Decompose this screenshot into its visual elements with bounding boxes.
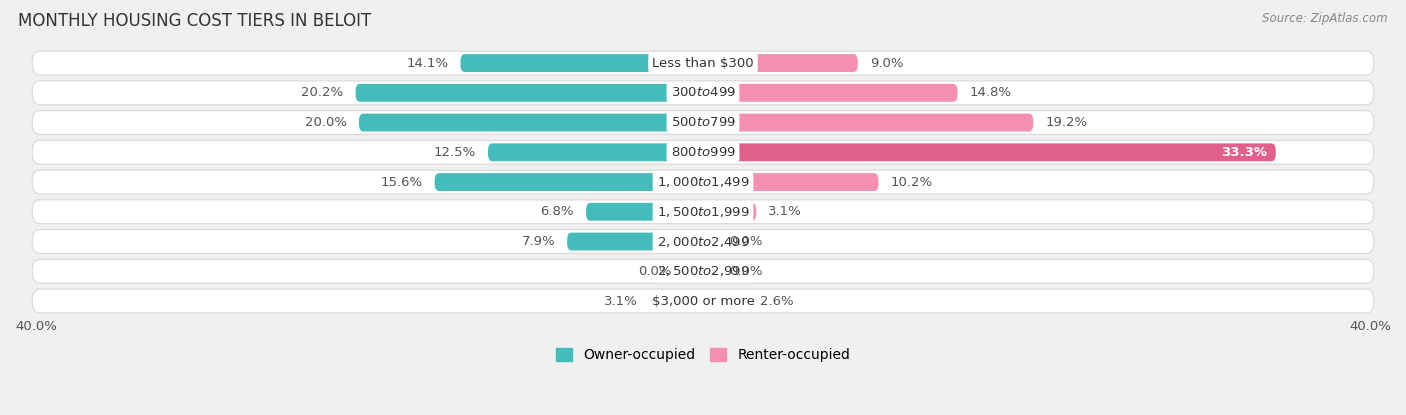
FancyBboxPatch shape (488, 143, 703, 161)
Text: 3.1%: 3.1% (768, 205, 801, 218)
Text: Less than $300: Less than $300 (652, 56, 754, 70)
Text: $800 to $999: $800 to $999 (671, 146, 735, 159)
FancyBboxPatch shape (567, 233, 703, 251)
Text: 9.0%: 9.0% (870, 56, 903, 70)
FancyBboxPatch shape (32, 259, 1374, 283)
FancyBboxPatch shape (703, 292, 748, 310)
FancyBboxPatch shape (703, 114, 1033, 132)
FancyBboxPatch shape (434, 173, 703, 191)
Text: 0.0%: 0.0% (728, 235, 762, 248)
FancyBboxPatch shape (32, 200, 1374, 224)
Text: 0.0%: 0.0% (728, 265, 762, 278)
Text: 2.6%: 2.6% (759, 295, 793, 308)
Text: $300 to $499: $300 to $499 (671, 86, 735, 99)
FancyBboxPatch shape (703, 84, 957, 102)
FancyBboxPatch shape (32, 170, 1374, 194)
FancyBboxPatch shape (32, 289, 1374, 313)
Text: 14.1%: 14.1% (406, 56, 449, 70)
Text: 20.2%: 20.2% (301, 86, 343, 99)
Text: 6.8%: 6.8% (540, 205, 574, 218)
FancyBboxPatch shape (32, 229, 1374, 254)
Text: $500 to $799: $500 to $799 (671, 116, 735, 129)
Text: 12.5%: 12.5% (433, 146, 477, 159)
FancyBboxPatch shape (703, 262, 717, 280)
Text: 20.0%: 20.0% (305, 116, 347, 129)
Text: 7.9%: 7.9% (522, 235, 555, 248)
FancyBboxPatch shape (32, 51, 1374, 75)
FancyBboxPatch shape (586, 203, 703, 221)
Text: 10.2%: 10.2% (890, 176, 932, 188)
FancyBboxPatch shape (650, 292, 703, 310)
FancyBboxPatch shape (703, 233, 717, 251)
Legend: Owner-occupied, Renter-occupied: Owner-occupied, Renter-occupied (550, 343, 856, 368)
FancyBboxPatch shape (703, 203, 756, 221)
FancyBboxPatch shape (359, 114, 703, 132)
Text: 14.8%: 14.8% (970, 86, 1011, 99)
FancyBboxPatch shape (689, 262, 703, 280)
Text: 19.2%: 19.2% (1045, 116, 1087, 129)
Text: 40.0%: 40.0% (15, 320, 56, 333)
Text: 0.0%: 0.0% (638, 265, 672, 278)
Text: $1,500 to $1,999: $1,500 to $1,999 (657, 205, 749, 219)
Text: 33.3%: 33.3% (1222, 146, 1267, 159)
FancyBboxPatch shape (32, 140, 1374, 164)
FancyBboxPatch shape (703, 54, 858, 72)
Text: 40.0%: 40.0% (1350, 320, 1391, 333)
Text: MONTHLY HOUSING COST TIERS IN BELOIT: MONTHLY HOUSING COST TIERS IN BELOIT (18, 12, 371, 30)
FancyBboxPatch shape (32, 111, 1374, 134)
Text: 15.6%: 15.6% (381, 176, 423, 188)
FancyBboxPatch shape (32, 81, 1374, 105)
Text: Source: ZipAtlas.com: Source: ZipAtlas.com (1263, 12, 1388, 25)
FancyBboxPatch shape (703, 143, 1275, 161)
Text: $3,000 or more: $3,000 or more (651, 295, 755, 308)
Text: 3.1%: 3.1% (605, 295, 638, 308)
FancyBboxPatch shape (356, 84, 703, 102)
Text: $2,500 to $2,999: $2,500 to $2,999 (657, 264, 749, 278)
Text: $2,000 to $2,499: $2,000 to $2,499 (657, 234, 749, 249)
FancyBboxPatch shape (461, 54, 703, 72)
Text: $1,000 to $1,499: $1,000 to $1,499 (657, 175, 749, 189)
FancyBboxPatch shape (703, 173, 879, 191)
